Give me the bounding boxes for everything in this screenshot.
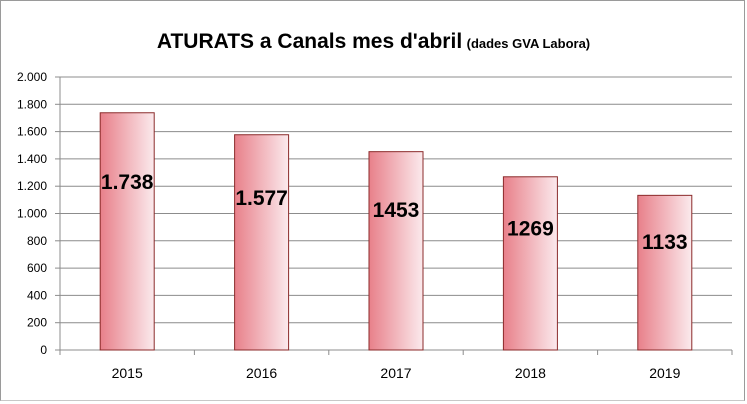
bars xyxy=(99,112,693,351)
x-tick-label: 2017 xyxy=(380,365,411,381)
y-tick-label: 1.200 xyxy=(17,179,47,193)
y-tick-label: 1.400 xyxy=(17,152,47,166)
y-tick-label: 200 xyxy=(27,316,47,330)
chart-title: ATURATS a Canals mes d'abril (dades GVA … xyxy=(0,30,747,54)
labels: 0 200 400 600 800 1.000 1.200 1.400 1.600 1.800 2.… xyxy=(17,70,688,381)
y-tick-label: 0 xyxy=(40,343,47,357)
data-label-2015: 1.738 xyxy=(101,171,154,194)
bar-2018 xyxy=(502,176,558,351)
y-tick-label: 2.000 xyxy=(17,70,47,84)
data-label-2018: 1269 xyxy=(507,218,554,241)
chart-subtitle: (dades GVA Labora) xyxy=(466,36,591,51)
data-label-2019: 1133 xyxy=(642,231,688,254)
y-tick-label: 800 xyxy=(27,234,47,248)
x-tick-label: 2018 xyxy=(515,365,546,381)
y-tick-label: 400 xyxy=(27,288,47,302)
x-tick-label: 2015 xyxy=(112,365,143,381)
y-tick-label: 1.000 xyxy=(17,207,47,221)
x-tick-label: 2016 xyxy=(246,365,277,381)
chart-title-main: ATURATS a Canals mes d'abril xyxy=(156,30,463,53)
y-tick-label: 600 xyxy=(27,261,47,275)
bar-2015 xyxy=(99,112,155,351)
y-tick-label: 1.800 xyxy=(17,97,47,111)
data-label-2016: 1.577 xyxy=(235,187,288,210)
y-tick-label: 1.600 xyxy=(17,125,47,139)
bar-2017 xyxy=(368,151,424,351)
data-label-2017: 1453 xyxy=(373,199,420,222)
x-tick-label: 2019 xyxy=(649,365,680,381)
bar-2019 xyxy=(637,194,693,351)
bar-2016 xyxy=(234,134,290,351)
